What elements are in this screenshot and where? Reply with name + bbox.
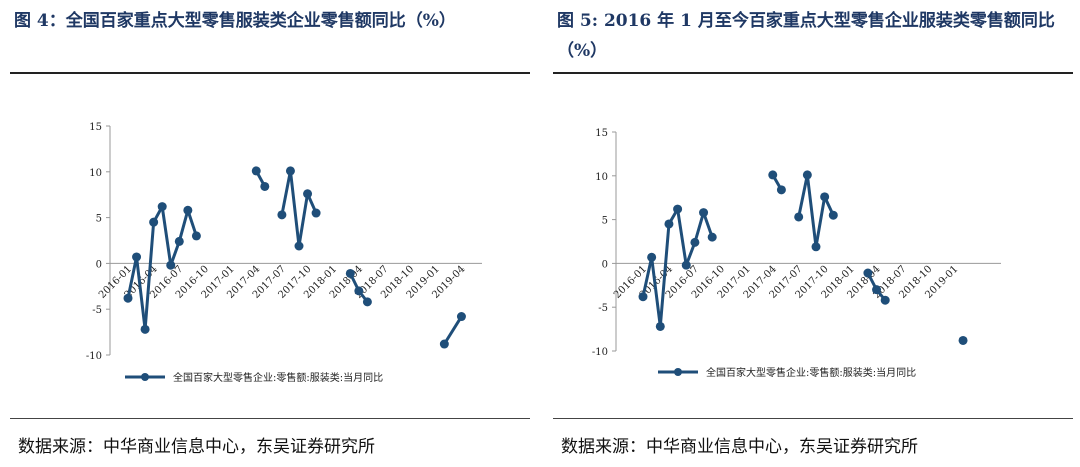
legend: 全国百家大型零售企业:零售额:服装类:当月同比 <box>658 366 916 379</box>
series-line-segment <box>693 211 706 244</box>
data-point <box>664 219 674 229</box>
chart-panel-5: 图 5: 2016 年 1 月至今百家重点大型零售企业服装类零售额同比（%） 1… <box>553 0 1073 467</box>
data-point <box>149 217 159 227</box>
data-point <box>362 297 372 307</box>
series-line-segment <box>126 255 139 300</box>
y-tick-label: 0 <box>602 259 608 270</box>
data-point <box>681 260 691 270</box>
data-point <box>294 241 304 251</box>
data-point <box>794 212 804 222</box>
series-line-segment <box>297 192 310 248</box>
legend-label: 全国百家大型零售企业:零售额:服装类:当月同比 <box>173 371 383 384</box>
y-tick-label: 10 <box>595 172 608 183</box>
data-point <box>958 335 968 345</box>
series-line-segment <box>143 220 156 331</box>
data-point <box>277 210 287 220</box>
legend-label: 全国百家大型零售企业:零售额:服装类:当月同比 <box>706 366 916 379</box>
y-tick-label: 0 <box>96 259 102 270</box>
data-point <box>456 312 466 322</box>
data-point <box>828 210 838 220</box>
chart-panel-4: 图 4：全国百家重点大型零售服装类企业零售额同比（%） 15 10 5 0 -5 -10 2… <box>10 0 530 467</box>
series-line-segment <box>658 222 671 328</box>
data-point <box>880 295 890 305</box>
data-point <box>285 166 295 176</box>
data-point <box>699 208 709 218</box>
data-point <box>811 242 821 252</box>
data-point <box>191 231 201 241</box>
series-line-segment <box>676 207 688 267</box>
data-point <box>863 268 873 278</box>
data-point <box>638 292 648 302</box>
data-point <box>303 189 313 199</box>
y-tick-label: 15 <box>595 128 608 139</box>
data-point <box>820 192 830 202</box>
series-line-segment <box>650 255 662 328</box>
data-point <box>647 252 657 262</box>
data-point <box>345 268 355 278</box>
y-tick-label: 5 <box>602 216 608 227</box>
y-tick-label: -10 <box>86 351 102 362</box>
data-point <box>690 237 700 247</box>
data-point <box>768 170 778 180</box>
y-tick-label: 10 <box>89 168 102 179</box>
data-point <box>166 260 176 270</box>
y-tick-label: -10 <box>592 347 608 358</box>
data-point <box>157 202 167 212</box>
line-chart: 151050-5-102016-012016-042016-072016-102… <box>592 128 1001 379</box>
figure-title: 图 5: 2016 年 1 月至今百家重点大型零售企业服装类零售额同比（%） <box>557 11 1055 61</box>
title-divider <box>553 72 1073 74</box>
data-point <box>802 170 812 180</box>
source-divider <box>10 418 530 419</box>
data-point <box>123 293 133 303</box>
legend-marker <box>141 373 149 381</box>
source-divider <box>553 418 1073 419</box>
data-point <box>776 185 786 195</box>
series-line-segment <box>135 255 147 331</box>
data-point <box>311 208 321 218</box>
series-line-segment <box>814 195 827 249</box>
legend-marker <box>674 368 682 376</box>
data-point <box>872 285 882 295</box>
source-note: 数据来源：中华商业信息中心，东吴证券研究所 <box>561 437 918 457</box>
series-line-segment <box>442 315 463 346</box>
data-point <box>260 181 270 191</box>
data-point <box>183 205 193 215</box>
legend: 全国百家大型零售企业:零售额:服装类:当月同比 <box>125 371 383 384</box>
series-line-segment <box>641 255 654 299</box>
series-line-segment <box>160 205 173 267</box>
y-tick-label: 5 <box>96 214 102 225</box>
data-point <box>132 252 142 262</box>
y-tick-label: 15 <box>89 122 102 133</box>
series-line-segment <box>797 173 809 219</box>
data-point <box>655 321 665 331</box>
series-line-segment <box>186 208 198 238</box>
line-chart: 151050-5-102016-012016-042016-072016-102… <box>86 122 482 384</box>
series-line-segment <box>805 173 818 249</box>
series-line-segment <box>288 169 301 248</box>
figure-title: 图 4：全国百家重点大型零售服装类企业零售额同比（%） <box>14 11 456 31</box>
series-line-segment <box>280 169 292 217</box>
title-divider <box>10 72 530 74</box>
data-point <box>174 236 184 246</box>
data-point <box>354 286 364 296</box>
data-point <box>140 324 150 334</box>
series-line-segment <box>177 208 190 243</box>
data-point <box>251 166 261 176</box>
data-point <box>707 232 717 242</box>
data-point <box>673 204 683 214</box>
source-note: 数据来源：中华商业信息中心，东吴证券研究所 <box>18 437 375 457</box>
y-tick-label: -5 <box>92 305 102 316</box>
data-point <box>439 339 449 349</box>
y-tick-label: -5 <box>598 303 608 314</box>
